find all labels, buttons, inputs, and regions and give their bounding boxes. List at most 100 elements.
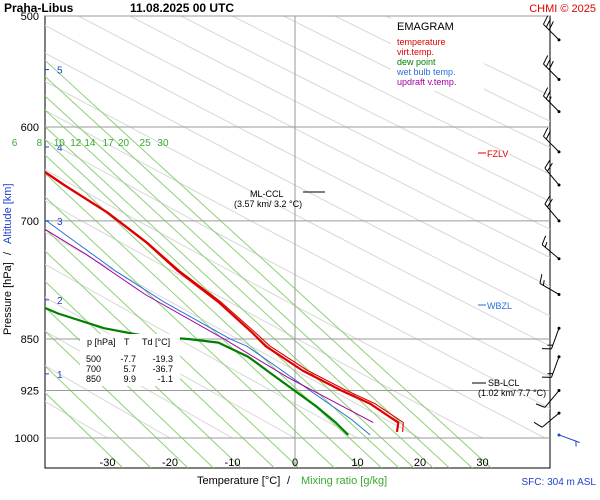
- dry-adiabat: [45, 139, 550, 409]
- dry-adiabat: [45, 109, 550, 378]
- mixing-ratio-tick-label: 10: [54, 138, 66, 149]
- pressure-tick-label: 1000: [15, 433, 39, 445]
- dry-adiabats: [45, 16, 550, 439]
- table-header-temperature: T: [124, 337, 130, 347]
- wind-barb-feather: [535, 403, 546, 408]
- series-line-dew-point: [45, 306, 349, 436]
- mixing-ratio-line: [45, 228, 300, 468]
- mixing-ratio-tick-labels: 0.40.611.42346810121417202530: [12, 138, 169, 149]
- dry-adiabat: [45, 52, 550, 317]
- pressure-tick-label: 500: [21, 11, 39, 23]
- table-header-pressure: p [hPa]: [87, 337, 116, 347]
- temperature-tick-label: -20: [162, 457, 178, 469]
- wind-barb-station-dot: [557, 326, 561, 330]
- wind-barb-feather: [547, 198, 553, 208]
- altitude-ticks: 1 2 3 4 5: [45, 66, 63, 381]
- dry-adiabat: [232, 16, 550, 175]
- wind-barb-station-dot: [557, 411, 561, 415]
- dry-adiabat: [180, 16, 550, 202]
- dry-adiabat: [45, 169, 546, 439]
- altitude-tick-label: 4: [57, 143, 63, 154]
- mixing-ratio-line: [45, 391, 124, 468]
- mixing-ratio-line: [45, 306, 214, 468]
- wind-barb-feather: [548, 60, 554, 70]
- table-cell-temperature: 9.9: [123, 374, 136, 384]
- legend-entry-virtual-temp: virt.temp.: [397, 47, 434, 57]
- surface-elevation-note: SFC: 304 m ASL: [522, 477, 597, 488]
- wind-barb-feather: [541, 235, 547, 245]
- mixing-ratio-line: [45, 125, 415, 468]
- pressure-tick-label: 850: [21, 334, 39, 346]
- wind-barb-station-dot: [557, 433, 561, 437]
- wind-barb-feather: [547, 162, 553, 172]
- wind-barb-feather: [542, 127, 549, 137]
- wind-barb-feather: [544, 195, 551, 205]
- y-axis-title: Pressure [hPa] / Altitude [km]: [2, 183, 14, 335]
- wind-barb-station-dot: [557, 355, 561, 359]
- wind-barb: [542, 127, 561, 154]
- dry-adiabat: [45, 365, 171, 439]
- wind-barb-feather: [542, 15, 549, 25]
- wind-barb-feather: [548, 21, 554, 31]
- wind-barb-feather: [544, 159, 551, 169]
- wind-barb-station-dot: [557, 219, 561, 223]
- table-cell-pressure: 500: [86, 354, 101, 364]
- wind-barb-station-dot: [557, 110, 561, 114]
- pressure-tick-label: 600: [21, 122, 39, 134]
- table-cell-dewpoint: -19.3: [152, 354, 173, 364]
- legend-entry-wet-bulb: wet bulb temp.: [396, 67, 456, 77]
- mixing-ratio-tick-label: 12: [70, 138, 82, 149]
- wind-barb: [541, 326, 561, 350]
- mixing-ratio-line: [45, 95, 450, 468]
- temperature-tick-label: -30: [100, 457, 116, 469]
- wind-barb: [542, 15, 561, 42]
- fzlv-label: FZLV: [487, 149, 508, 159]
- mixing-ratio-line: [45, 280, 242, 468]
- wind-barb-station-dot: [557, 292, 561, 296]
- plot-area: 12 3 4 5: [44, 15, 551, 469]
- table-cell-dewpoint: -1.1: [157, 374, 173, 384]
- table-header-dewpoint: Td [°C]: [142, 337, 170, 347]
- dry-adiabat: [45, 199, 483, 439]
- mixing-ratio-line: [45, 196, 335, 468]
- wind-barb-feather: [533, 421, 543, 428]
- temperature-tick-label: 10: [351, 457, 363, 469]
- wind-barb-feather: [545, 130, 551, 140]
- station-name: Praha-Libus: [4, 1, 74, 15]
- wind-barb-half-feather: [542, 280, 545, 286]
- mixing-ratio-lines: [45, 59, 492, 468]
- mixing-ratio-line: [45, 139, 400, 468]
- wbzl-label: WBZL: [487, 301, 512, 311]
- table-background: [80, 334, 180, 386]
- altitude-tick-label: 3: [57, 217, 63, 228]
- legend-title: EMAGRAM: [397, 21, 454, 33]
- y-axis-title-separator: /: [2, 251, 14, 255]
- table-cell-temperature: 5.7: [123, 364, 136, 374]
- altitude-tick-label: 5: [57, 66, 63, 77]
- table-cell-dewpoint: -36.7: [152, 364, 173, 374]
- wind-barb-station-dot: [557, 257, 561, 261]
- pressure-tick-labels: 500 600 700 850 925 1000: [15, 11, 39, 445]
- legend-background: [391, 17, 484, 91]
- wind-barb-staff: [544, 390, 560, 408]
- temperature-tick-labels: -30 -20 -10 0 10 20 30: [100, 457, 489, 469]
- wind-barb-feather: [545, 90, 551, 100]
- y-axis-title-pressure: Pressure [hPa]: [2, 262, 14, 335]
- temperature-tick-label: 0: [292, 457, 298, 469]
- wbzl-annotation: WBZL: [478, 301, 512, 311]
- mixing-ratio-tick-label: 8: [37, 138, 43, 149]
- wind-barb: [542, 87, 561, 114]
- wind-barb: [541, 235, 561, 261]
- wind-barb: [544, 159, 561, 187]
- legend-entry-updraft: updraft v.temp.: [397, 77, 456, 87]
- x-axis-title-mixing: Mixing ratio [g/kg]: [301, 475, 387, 487]
- wind-barb-station-dot: [557, 150, 561, 154]
- mixing-ratio-tick-label: 6: [12, 138, 18, 149]
- dry-adiabat: [45, 231, 421, 439]
- mixing-ratio-tick-label: 30: [157, 138, 169, 149]
- series-line-updraft-v-temp: [45, 228, 374, 424]
- ml-ccl-value: (3.57 km/ 3.2 °C): [234, 199, 302, 209]
- wind-barb-station-dot: [557, 389, 561, 393]
- wind-barb-station-dot: [557, 183, 561, 187]
- wind-barb-feather: [545, 58, 551, 68]
